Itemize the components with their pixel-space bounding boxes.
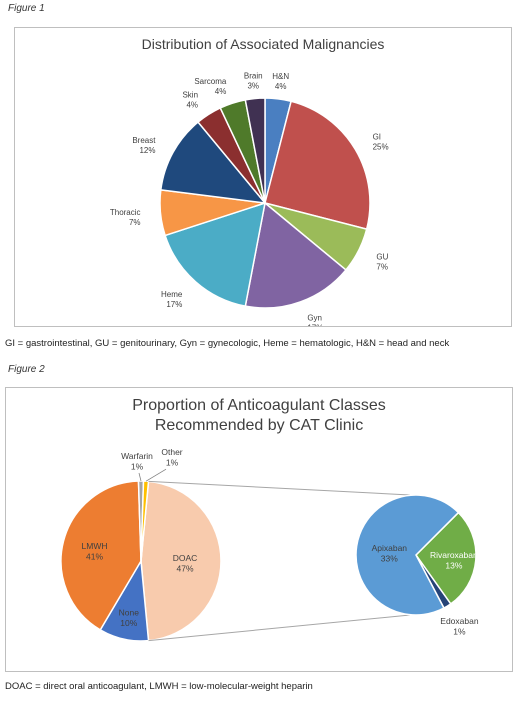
sub-label-apixaban: Apixaban 33% xyxy=(372,543,408,564)
slice-gyn xyxy=(244,201,347,309)
sub-label-rivaroxaban: Rivaroxaban 13% xyxy=(430,550,478,571)
slice-label-sarcoma: Sarcoma 4% xyxy=(194,77,227,96)
chart-2-frame: Proportion of Anticoagulant Classes Reco… xyxy=(5,387,513,672)
figure-2-label: Figure 2 xyxy=(8,364,45,375)
sub-slice-rivaroxaban xyxy=(415,511,477,605)
slice-breast xyxy=(159,121,267,204)
sub-label-edoxaban: Edoxaban 1% xyxy=(440,616,479,637)
figure-2-caption: DOAC = direct oral anticoagulant, LMWH =… xyxy=(5,681,313,692)
slice-label-gu: GU 7% xyxy=(376,253,388,272)
leader-other xyxy=(145,468,167,482)
chart-2-title: Proportion of Anticoagulant Classes Reco… xyxy=(132,397,386,434)
slice-heme xyxy=(164,201,266,308)
slice-label-lmwh: LMWH 41% xyxy=(82,541,108,562)
chart-2-pie-of-pie: DOAC 47% None 10% LMWH 41% Warfarin 1% Other 1% Ap… xyxy=(60,447,479,642)
slice-label-gi: GI 25% xyxy=(373,132,389,151)
slice-lmwh xyxy=(60,480,142,631)
slice-label-h-n: H&N 4% xyxy=(272,72,289,91)
slice-doac xyxy=(140,480,222,642)
slice-label-heme: Heme 17% xyxy=(161,290,183,309)
sub-slice-apixaban xyxy=(355,494,460,616)
slice-label-gyn: Gyn17% xyxy=(307,314,323,326)
figure-1-label: Figure 1 xyxy=(8,3,45,14)
slice-label-brain: Brain 3% xyxy=(244,72,263,91)
slice-label-thoracic: Thoracic 7% xyxy=(110,208,141,227)
slice-label-breast: Breast 12% xyxy=(132,136,156,155)
slice-gi xyxy=(264,100,371,231)
connector-line-top xyxy=(148,480,411,496)
slice-label-skin: Skin 4% xyxy=(182,90,198,109)
slice-label-doac: DOAC 47% xyxy=(173,553,198,574)
slice-label-none: None 10% xyxy=(119,608,140,629)
leader-warfarin xyxy=(138,472,142,482)
chart-1-title: Distribution of Associated Malignancies xyxy=(141,36,385,52)
connector-line-bottom xyxy=(148,614,411,642)
slice-label-other: Other 1% xyxy=(161,447,182,468)
slice-brain xyxy=(244,97,266,204)
figure-1-caption: GI = gastrointestinal, GU = genitourinar… xyxy=(5,338,450,349)
chart-1-frame: Distribution of Associated Malignancies … xyxy=(14,27,512,327)
slice-label-warfarin: Warfarin 1% xyxy=(121,451,153,472)
